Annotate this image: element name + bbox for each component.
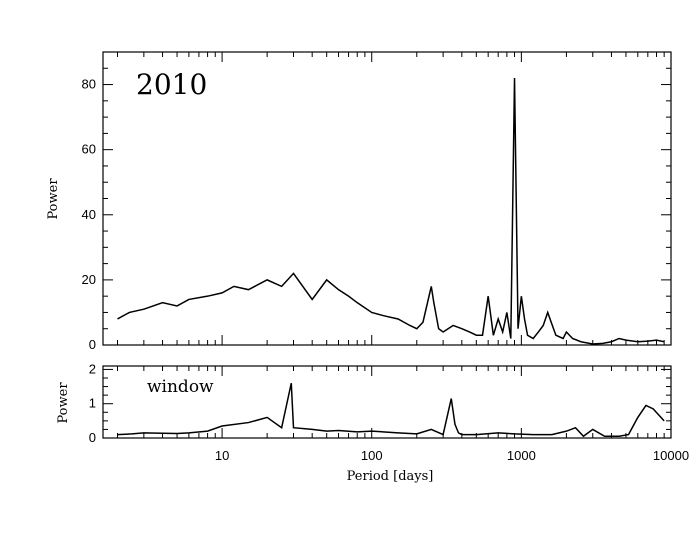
x-tick-label: 10000: [653, 448, 689, 463]
bottom-y-axis-label: Power: [56, 382, 71, 424]
bottom-x-ticks: 10 100 1000 10000: [117, 366, 689, 463]
y-tick-label: 40: [82, 207, 96, 222]
y-tick-label: 2: [89, 361, 96, 376]
top-y-axis-label: Power: [46, 178, 61, 220]
y-tick-label: 0: [89, 430, 96, 445]
top-x-ticks: [117, 52, 672, 345]
x-tick-label: 10: [215, 448, 229, 463]
bottom-panel-annotation: window: [147, 377, 214, 397]
x-axis-label: Period [days]: [347, 469, 434, 484]
top-y-ticks: 0 20 40 60 80: [82, 51, 671, 352]
y-tick-label: 20: [82, 272, 96, 287]
y-tick-label: 80: [82, 77, 96, 92]
top-power-line: [117, 78, 665, 345]
y-tick-label: 60: [82, 142, 96, 157]
bottom-y-ticks: 0 1 2: [89, 361, 671, 445]
y-tick-label: 0: [89, 337, 96, 352]
bottom-plot-frame: [102, 365, 672, 439]
x-tick-label: 1000: [507, 448, 536, 463]
top-panel-annotation: 2010: [136, 68, 207, 101]
x-tick-label: 100: [361, 448, 383, 463]
top-periodogram-panel: 0 20 40 60 80 2010 Power: [46, 51, 672, 352]
bottom-window-line: [117, 382, 665, 438]
y-tick-label: 1: [89, 396, 96, 411]
bottom-window-panel: 10 100 1000 10000 0 1 2 window Power Period […: [56, 361, 689, 484]
